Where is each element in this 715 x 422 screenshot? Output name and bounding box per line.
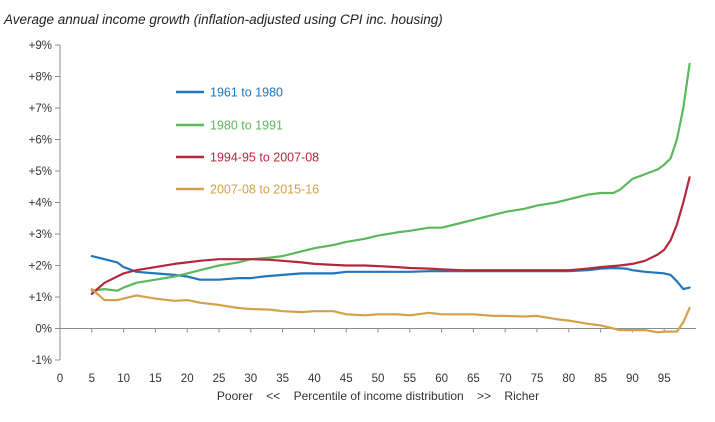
- legend-label: 1980 to 1991: [210, 119, 283, 133]
- y-tick-label: +3%: [29, 229, 52, 241]
- series-line-1: [90, 255, 691, 291]
- x-tick-label: 85: [594, 373, 607, 385]
- x-tick-label: 40: [308, 373, 321, 385]
- y-tick-label: +5%: [29, 166, 52, 178]
- legend-label: 1961 to 1980: [210, 86, 283, 100]
- x-tick-label: 0: [57, 373, 63, 385]
- y-tick-label: +8%: [29, 72, 52, 84]
- series-line-4: [90, 288, 691, 334]
- x-axis-label: Poorer << Percentile of income distribut…: [217, 389, 539, 403]
- x-tick-label: 60: [435, 373, 448, 385]
- y-tick-label: +2%: [29, 261, 52, 273]
- chart-title: Average annual income growth (inflation-…: [4, 12, 443, 27]
- x-tick-label: 70: [499, 373, 512, 385]
- x-tick-label: 35: [276, 373, 289, 385]
- x-tick-label: 10: [117, 373, 130, 385]
- x-tick-label: 65: [467, 373, 480, 385]
- x-tick-label: 50: [372, 373, 385, 385]
- y-tick-label: -1%: [32, 355, 52, 367]
- legend-label: 2007-08 to 2015-16: [210, 183, 319, 197]
- y-tick-label: +9%: [29, 40, 52, 52]
- y-tick-label: +6%: [29, 135, 52, 147]
- x-tick-label: 20: [181, 373, 194, 385]
- y-tick-label: +1%: [29, 292, 52, 304]
- x-tick-label: 30: [244, 373, 257, 385]
- x-tick-label: 45: [340, 373, 353, 385]
- y-tick-label: +4%: [29, 198, 52, 210]
- legend-label: 1994-95 to 2007-08: [210, 151, 319, 165]
- x-tick-label: 95: [658, 373, 671, 385]
- x-tick-label: 80: [562, 373, 575, 385]
- x-tick-label: 25: [213, 373, 226, 385]
- series-line-2: [90, 62, 691, 292]
- x-tick-label: 15: [149, 373, 162, 385]
- x-tick-label: 75: [531, 373, 544, 385]
- series-lines: [90, 62, 691, 334]
- x-tick-label: 5: [89, 373, 95, 385]
- axes: -1% 0% +1% +2% +3% +4% +5% +6% +7% +8% +9% 0 5 10 15 20…: [29, 40, 696, 385]
- y-tick-label: +7%: [29, 103, 52, 115]
- legend: 1961 to 1980 1980 to 1991 1994-95 to 2007-…: [176, 86, 319, 197]
- y-tick-label: 0%: [35, 324, 52, 336]
- x-tick-label: 55: [403, 373, 416, 385]
- series-line-3: [90, 176, 691, 295]
- x-tick-label: 90: [626, 373, 639, 385]
